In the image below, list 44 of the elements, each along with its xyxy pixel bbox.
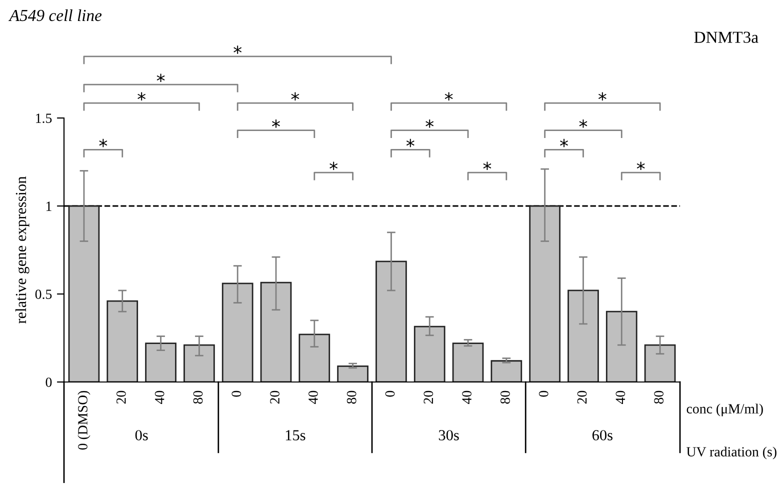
annotation: * — [426, 120, 434, 128]
text: UV radiation (s) — [686, 446, 776, 460]
annotation: * — [406, 138, 414, 148]
annotation: * — [636, 162, 645, 170]
x-tick-label: 20 — [424, 390, 434, 404]
x-axis-title: conc (μM/ml) — [686, 404, 763, 416]
annotation: * — [99, 138, 108, 148]
text: DNMT3a — [694, 32, 758, 43]
text: * — [156, 74, 165, 82]
annotation: * — [272, 120, 280, 128]
x-tick-label: 20 — [577, 390, 587, 404]
annotation: * — [483, 162, 492, 170]
x-tick-label: 20 — [270, 390, 280, 404]
text: * — [138, 92, 146, 101]
text: 60s — [592, 430, 612, 440]
text: 30s — [438, 430, 459, 440]
x-tick-label: 0 — [385, 390, 395, 397]
text: * — [291, 92, 300, 101]
x-tick-label: 40 — [462, 390, 472, 404]
y-tick-label: 0 — [46, 378, 52, 387]
x-tick-label: 80 — [346, 390, 356, 404]
y-tick-label: 0.5 — [35, 290, 52, 300]
x-tick-label: 40 — [616, 390, 626, 404]
annotation: * — [560, 138, 568, 148]
x-tick-label: 40 — [308, 390, 318, 404]
text: * — [598, 92, 606, 101]
text: * — [444, 92, 453, 101]
text: 0s — [135, 430, 148, 440]
x-tick-label: 40 — [154, 390, 164, 404]
x-tick-label: 80 — [654, 390, 664, 404]
text: * — [234, 46, 242, 54]
y-tick-label: 1.5 — [36, 114, 52, 124]
x-tick-label: 0 — [232, 390, 242, 397]
x-tick-label: 80 — [193, 390, 203, 404]
x-tick-label: 20 — [116, 390, 126, 404]
y-tick-label: 1 — [46, 202, 52, 211]
chart-title: A549 cell line — [8, 9, 102, 22]
annotation: * — [579, 120, 588, 128]
annotation: * — [330, 162, 338, 170]
x-tick-label: 80 — [500, 390, 510, 404]
text: 15s — [286, 430, 306, 440]
x-tick-label: 0 (DMSO) — [78, 390, 90, 450]
y-axis-title: relative gene expression — [15, 176, 30, 324]
x-tick-label: 0 — [538, 390, 548, 397]
